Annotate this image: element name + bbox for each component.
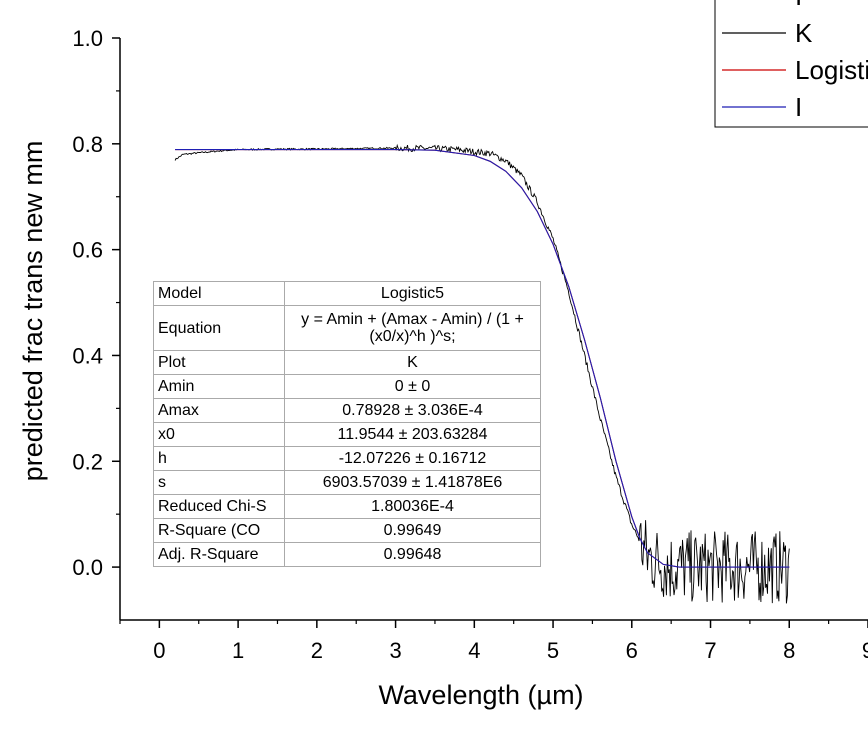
fit-parameters-table: Model Logistic5 Equation y = Amin + (Amax -… <box>153 281 541 567</box>
fit-table-row: Equation y = Amin + (Amax - Amin) / (1 + … <box>153 305 541 351</box>
fit-table-row: Adj. R-Square 0.99648 <box>153 542 541 567</box>
y-tick-label: 0.4 <box>72 343 103 368</box>
legend-label: K <box>795 18 813 48</box>
fit-table-value: Logistic5 <box>284 281 541 306</box>
fit-table-key: Plot <box>153 350 285 375</box>
fit-table-row: R-Square (CO 0.99649 <box>153 518 541 543</box>
fit-table-row: Model Logistic5 <box>153 281 541 306</box>
x-tick-label: 6 <box>626 638 638 663</box>
fit-table-row: h -12.07226 ± 0.16712 <box>153 446 541 471</box>
fit-table-row: Reduced Chi-S 1.80036E-4 <box>153 494 541 519</box>
fit-table-key: Adj. R-Square <box>153 542 285 567</box>
y-axis-title: predicted frac trans new mm <box>18 141 48 482</box>
fit-table-key: Amax <box>153 398 285 423</box>
fit-table-row: Plot K <box>153 350 541 375</box>
fit-table-key: Amin <box>153 374 285 399</box>
x-tick-label: 8 <box>783 638 795 663</box>
fit-table-row: Amax 0.78928 ± 3.036E-4 <box>153 398 541 423</box>
legend-box <box>714 0 868 128</box>
fit-table-value: 6903.57039 ± 1.41878E6 <box>284 470 541 495</box>
fit-table-key: Model <box>153 281 285 306</box>
legend-label: I <box>795 92 802 122</box>
fit-table-key: Reduced Chi-S <box>153 494 285 519</box>
fit-table-value: 0.78928 ± 3.036E-4 <box>284 398 541 423</box>
x-tick-label: 4 <box>468 638 480 663</box>
fit-table-key: Equation <box>153 305 285 351</box>
x-tick-label: 7 <box>704 638 716 663</box>
fit-table-value: 0.99648 <box>284 542 541 567</box>
legend-label: Logistic5 <box>795 55 868 85</box>
fit-table-key: h <box>153 446 285 471</box>
legend-label: I <box>795 0 802 11</box>
x-tick-label: 1 <box>232 638 244 663</box>
x-tick-label: 5 <box>547 638 559 663</box>
series-line-i <box>175 149 790 568</box>
fit-table-key: R-Square (CO <box>153 518 285 543</box>
fit-table-row: Amin 0 ± 0 <box>153 374 541 399</box>
x-tick-label: 0 <box>153 638 165 663</box>
series-line-k <box>174 143 790 604</box>
fit-table-row: s 6903.57039 ± 1.41878E6 <box>153 470 541 495</box>
legend: IKLogistic5I <box>714 0 868 128</box>
fit-table-value: 0 ± 0 <box>284 374 541 399</box>
y-tick-label: 0.2 <box>72 449 103 474</box>
fit-table-key: s <box>153 470 285 495</box>
y-tick-label: 1.0 <box>72 26 103 51</box>
fit-table-value: 1.80036E-4 <box>284 494 541 519</box>
fit-table-value: 11.9544 ± 203.63284 <box>284 422 541 447</box>
x-tick-label: 9 <box>862 638 868 663</box>
y-tick-label: 0.6 <box>72 238 103 263</box>
fit-table-value: K <box>284 350 541 375</box>
fit-table-value: 0.99649 <box>284 518 541 543</box>
y-tick-label: 0.8 <box>72 132 103 157</box>
x-tick-label: 3 <box>389 638 401 663</box>
x-axis-title: Wavelength (µm) <box>378 680 583 710</box>
fit-table-value: -12.07226 ± 0.16712 <box>284 446 541 471</box>
y-tick-label: 0.0 <box>72 555 103 580</box>
x-tick-label: 2 <box>311 638 323 663</box>
fit-table-row: x0 11.9544 ± 203.63284 <box>153 422 541 447</box>
fit-table-value: y = Amin + (Amax - Amin) / (1 + (x0/x)^h… <box>284 305 541 351</box>
fit-table-key: x0 <box>153 422 285 447</box>
